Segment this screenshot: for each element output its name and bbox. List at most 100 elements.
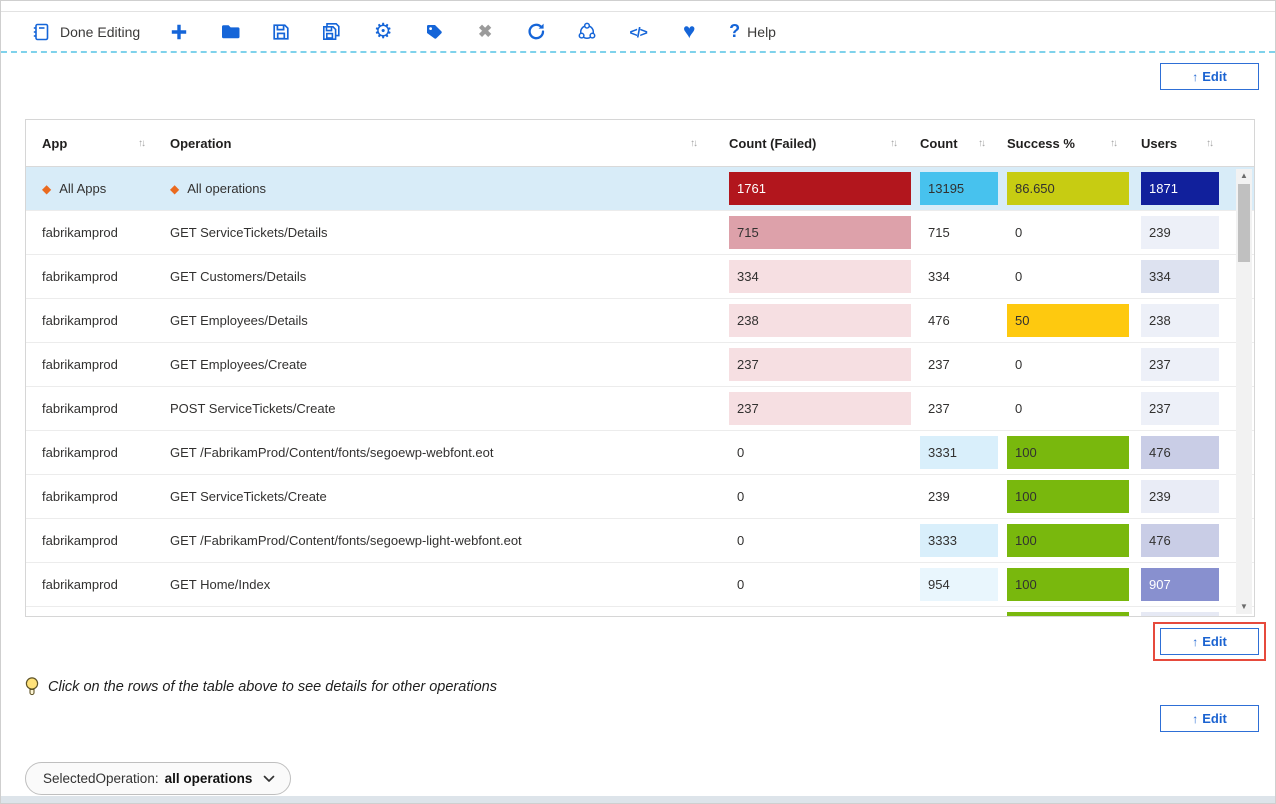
operation-name: GET Employees/Create	[170, 357, 308, 372]
column-header-operation[interactable]: Operation ↑↓	[162, 136, 714, 151]
operation-name-cell: POST ServiceTickets/Create	[162, 401, 714, 416]
operation-name: GET /FabrikamProd/Content/fonts/segoewp-…	[170, 533, 522, 548]
scroll-down-icon[interactable]: ▼	[1240, 602, 1248, 611]
cell-count: 334	[914, 260, 1002, 293]
cell-count-failed: 237	[714, 392, 914, 425]
scroll-up-icon[interactable]: ▲	[1240, 171, 1248, 180]
cell-count-heatbar	[920, 612, 998, 616]
cell-users: 476	[1134, 524, 1230, 557]
table-row[interactable]: ◆ All Apps ◆ All operations 1761 13195 86.650 1…	[26, 167, 1254, 211]
operation-name: GET Employees/Details	[170, 313, 308, 328]
edit-button-label: Edit	[1202, 711, 1227, 726]
cell-success: 100	[1002, 436, 1134, 469]
cell-count-failed-heatbar: 238	[729, 304, 911, 337]
add-button[interactable]	[168, 19, 190, 45]
operation-name-cell: GET Customers/Details	[162, 269, 714, 284]
table-row[interactable]: fabrikamprod GET /FabrikamProd/Content/fo…	[26, 431, 1254, 475]
sort-arrows-icon[interactable]: ↑↓	[690, 137, 698, 149]
cell-count: 237	[914, 348, 1002, 381]
cell-users-heatbar: 238	[1141, 304, 1219, 337]
vertical-scrollbar[interactable]: ▲ ▼	[1236, 169, 1252, 614]
diamond-icon: ◆	[170, 181, 180, 196]
save-copy-button[interactable]	[321, 19, 343, 45]
tag-button[interactable]	[423, 19, 445, 45]
app-name: fabrikamprod	[42, 269, 118, 284]
toolbar: Done Editing	[1, 11, 1275, 53]
column-label: Success %	[1007, 135, 1075, 151]
table-row[interactable]: fabrikamprod GET ServiceTickets/Create 0 23…	[26, 475, 1254, 519]
cell-count: 239	[914, 480, 1002, 513]
cell-count-heatbar: 239	[928, 489, 950, 504]
table-row[interactable]: fabrikamprod GET ServiceTickets/Details 71…	[26, 211, 1254, 255]
column-header-users[interactable]: Users ↑↓	[1134, 136, 1230, 151]
close-icon: ✖	[478, 22, 493, 41]
cell-users-heatbar: 907	[1141, 568, 1219, 601]
scrollbar-thumb[interactable]	[1238, 184, 1250, 262]
table-row[interactable]: fabrikamprod GET Employees/Details 238 476 5…	[26, 299, 1254, 343]
table-row[interactable]: fabrikamprod GET /FabrikamProd/Content/fo…	[26, 519, 1254, 563]
operation-name: GET /FabrikamProd/Content/fonts/segoewp-…	[170, 445, 494, 460]
cell-count: 715	[914, 216, 1002, 249]
cell-users-heatbar: 334	[1141, 260, 1219, 293]
cell-success-heatbar: 86.650	[1007, 172, 1129, 205]
open-button[interactable]	[219, 19, 241, 45]
cell-success-heatbar: 100	[1007, 480, 1129, 513]
cell-count: 3331	[914, 436, 1002, 469]
sort-arrows-icon[interactable]: ↑↓	[1110, 137, 1118, 149]
column-header-count-failed-[interactable]: Count (Failed) ↑↓	[714, 136, 914, 151]
column-header-count[interactable]: Count ↑↓	[914, 136, 1002, 151]
sort-arrows-icon[interactable]: ↑↓	[1206, 137, 1214, 149]
edit-button-middle[interactable]: ↑ Edit	[1160, 628, 1259, 655]
cell-users-heatbar: 476	[1141, 436, 1219, 469]
edit-button-bottom[interactable]: ↑ Edit	[1160, 705, 1259, 732]
share-button[interactable]	[576, 19, 598, 45]
cell-success	[1002, 612, 1134, 616]
refresh-icon	[526, 21, 547, 42]
cell-count-heatbar: 3333	[920, 524, 998, 557]
column-label: Count (Failed)	[729, 135, 817, 151]
sort-arrows-icon[interactable]: ↑↓	[890, 137, 898, 149]
app-name: fabrikamprod	[42, 533, 118, 548]
close-button[interactable]: ✖	[474, 19, 496, 45]
refresh-button[interactable]	[525, 19, 547, 45]
table-row[interactable]: fabrikamprod GET Home/Index 0 954 100 907	[26, 563, 1254, 607]
selected-operation-dropdown[interactable]: SelectedOperation: all operations	[25, 762, 292, 795]
sort-arrows-icon[interactable]: ↑↓	[978, 137, 986, 149]
share-group-icon	[576, 21, 598, 42]
done-editing-button[interactable]: Done Editing	[31, 22, 140, 42]
app-name: fabrikamprod	[42, 577, 118, 592]
table-row-partial[interactable]	[26, 607, 1254, 616]
code-button[interactable]: </>	[627, 19, 649, 45]
cell-count-heatbar: 3331	[920, 436, 998, 469]
cell-users-heatbar: 237	[1141, 348, 1219, 381]
app-name: fabrikamprod	[42, 225, 118, 240]
cell-count-heatbar: 476	[928, 313, 950, 328]
help-button[interactable]: ? Help	[729, 21, 776, 42]
cell-success-heatbar	[1007, 612, 1129, 616]
pill-value: all operations	[164, 771, 253, 786]
tip-row: Click on the rows of the table above to …	[25, 676, 497, 697]
question-mark-icon: ?	[729, 21, 741, 41]
cell-count-heatbar: 13195	[920, 172, 998, 205]
cell-count-failed-heatbar: 334	[729, 260, 911, 293]
cell-count-failed-heatbar: 1761	[729, 172, 911, 205]
cell-success-heatbar: 100	[1007, 436, 1129, 469]
app-name-cell: fabrikamprod	[26, 401, 162, 416]
table-body: ◆ All Apps ◆ All operations 1761 13195 86.650 1…	[26, 167, 1254, 616]
sort-arrows-icon[interactable]: ↑↓	[138, 137, 146, 149]
column-header-app[interactable]: App ↑↓	[26, 136, 162, 151]
app-name: fabrikamprod	[42, 357, 118, 372]
edit-button-top[interactable]: ↑ Edit	[1160, 63, 1259, 90]
app-name-cell: fabrikamprod	[26, 445, 162, 460]
app-name-cell: fabrikamprod	[26, 225, 162, 240]
table-row[interactable]: fabrikamprod GET Employees/Create 237 237 0 2…	[26, 343, 1254, 387]
favorite-button[interactable]: ♥	[678, 19, 700, 45]
operation-name: All operations	[187, 181, 267, 196]
cell-users-heatbar: 237	[1141, 392, 1219, 425]
column-header-success-%[interactable]: Success % ↑↓	[1002, 136, 1134, 151]
save-button[interactable]	[270, 19, 292, 45]
table-row[interactable]: fabrikamprod POST ServiceTickets/Create 23…	[26, 387, 1254, 431]
table-row[interactable]: fabrikamprod GET Customers/Details 334 334 0…	[26, 255, 1254, 299]
cell-success-heatbar: 0	[1015, 401, 1023, 416]
settings-button[interactable]: ⚙	[372, 19, 394, 45]
